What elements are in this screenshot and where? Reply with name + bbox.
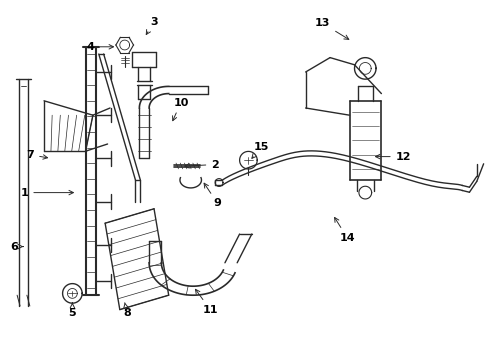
Text: 7: 7: [26, 150, 47, 160]
Text: 4: 4: [86, 42, 113, 52]
Text: 11: 11: [195, 289, 218, 315]
Text: 6: 6: [10, 242, 23, 252]
Text: 12: 12: [375, 152, 410, 162]
Text: 14: 14: [334, 217, 354, 243]
Text: 15: 15: [251, 142, 269, 158]
Text: 5: 5: [68, 303, 76, 318]
Text: 3: 3: [146, 17, 158, 35]
Text: 2: 2: [184, 159, 219, 170]
Text: 9: 9: [203, 183, 221, 208]
Text: 10: 10: [172, 98, 188, 121]
Text: 13: 13: [314, 18, 348, 39]
Text: 1: 1: [20, 188, 73, 198]
Text: 8: 8: [123, 303, 131, 318]
